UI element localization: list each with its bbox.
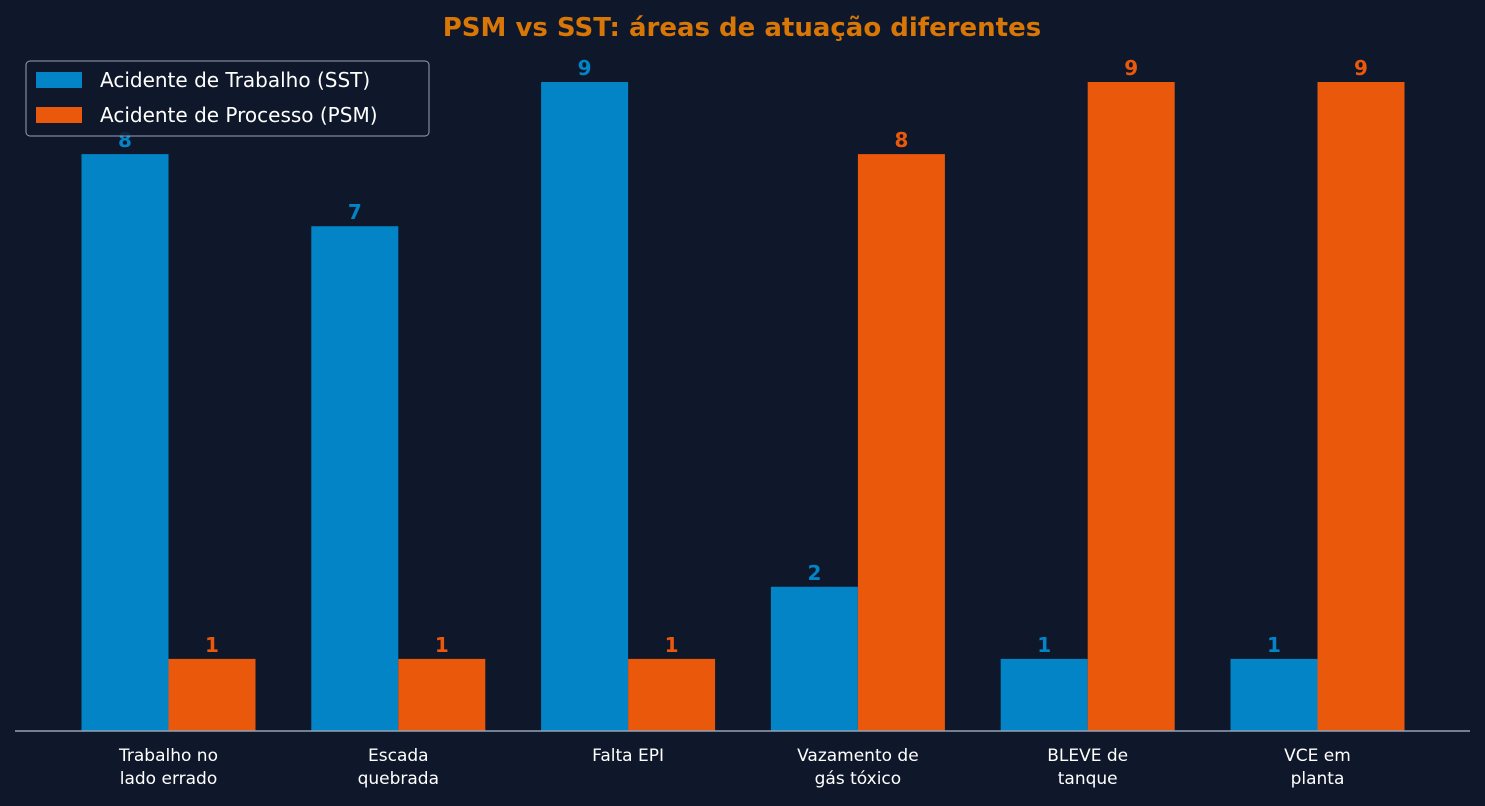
- value-label-psm-0: 1: [205, 633, 219, 657]
- bar-sst-2: [541, 82, 629, 731]
- x-tick-label-2: Falta EPI: [592, 746, 664, 766]
- x-tick-label-0: Trabalho no lado errado: [118, 746, 218, 789]
- bar-sst-3: [770, 586, 858, 731]
- x-tick-labels: Trabalho no lado errado Escada quebrada Falt…: [118, 746, 1351, 789]
- legend-swatch-sst: [36, 72, 82, 88]
- x-tick-label-line: Vazamento de: [797, 746, 919, 766]
- bar-sst-1: [311, 226, 399, 731]
- chart-title: PSM vs SST: áreas de atuação diferentes: [443, 13, 1041, 43]
- x-tick-label-line: Falta EPI: [592, 746, 664, 766]
- bar-psm-2: [628, 658, 716, 731]
- value-label-psm-5: 9: [1354, 56, 1368, 80]
- legend-label-sst: Acidente de Trabalho (SST): [100, 68, 370, 92]
- x-tick-label-3: Vazamento de gás tóxico: [797, 746, 919, 789]
- value-label-sst-1: 7: [348, 200, 362, 224]
- legend-box: [25, 60, 430, 137]
- x-tick-label-line: tanque: [1058, 769, 1118, 789]
- bar-psm-5: [1317, 82, 1405, 731]
- bar-psm-3: [857, 154, 945, 732]
- x-tick-label-line: gás tóxico: [815, 769, 902, 789]
- value-label-psm-1: 1: [435, 633, 449, 657]
- x-tick-label-line: VCE em: [1284, 746, 1351, 766]
- x-tick-label-line: quebrada: [358, 769, 439, 789]
- value-label-psm-4: 9: [1124, 56, 1138, 80]
- bar-psm-4: [1087, 82, 1175, 731]
- x-tick-label-5: VCE em planta: [1284, 746, 1351, 789]
- value-label-sst-5: 1: [1267, 633, 1281, 657]
- value-label-psm-3: 8: [894, 128, 908, 152]
- value-label-sst-3: 2: [807, 561, 821, 585]
- x-tick-label-line: BLEVE de: [1047, 746, 1128, 766]
- bar-sst-5: [1230, 658, 1318, 731]
- value-label-sst-2: 9: [578, 56, 592, 80]
- bar-psm-0: [168, 658, 256, 731]
- x-tick-label-1: Escada quebrada: [358, 746, 439, 789]
- x-tick-label-line: Escada: [368, 746, 429, 766]
- bar-sst-4: [1000, 658, 1088, 731]
- legend-label-psm: Acidente de Processo (PSM): [100, 103, 378, 127]
- value-label-psm-2: 1: [665, 633, 679, 657]
- x-tick-label-line: lado errado: [120, 769, 217, 789]
- bar-psm-1: [398, 658, 486, 731]
- bar-sst-0: [81, 154, 169, 732]
- x-tick-label-line: planta: [1291, 769, 1345, 789]
- bars-layer: [81, 82, 1405, 732]
- value-label-sst-4: 1: [1037, 633, 1051, 657]
- legend: Acidente de Trabalho (SST) Acidente de P…: [25, 60, 430, 137]
- x-tick-label-4: BLEVE de tanque: [1047, 746, 1128, 789]
- legend-swatch-psm: [36, 107, 82, 123]
- x-tick-label-line: Trabalho no: [118, 746, 218, 766]
